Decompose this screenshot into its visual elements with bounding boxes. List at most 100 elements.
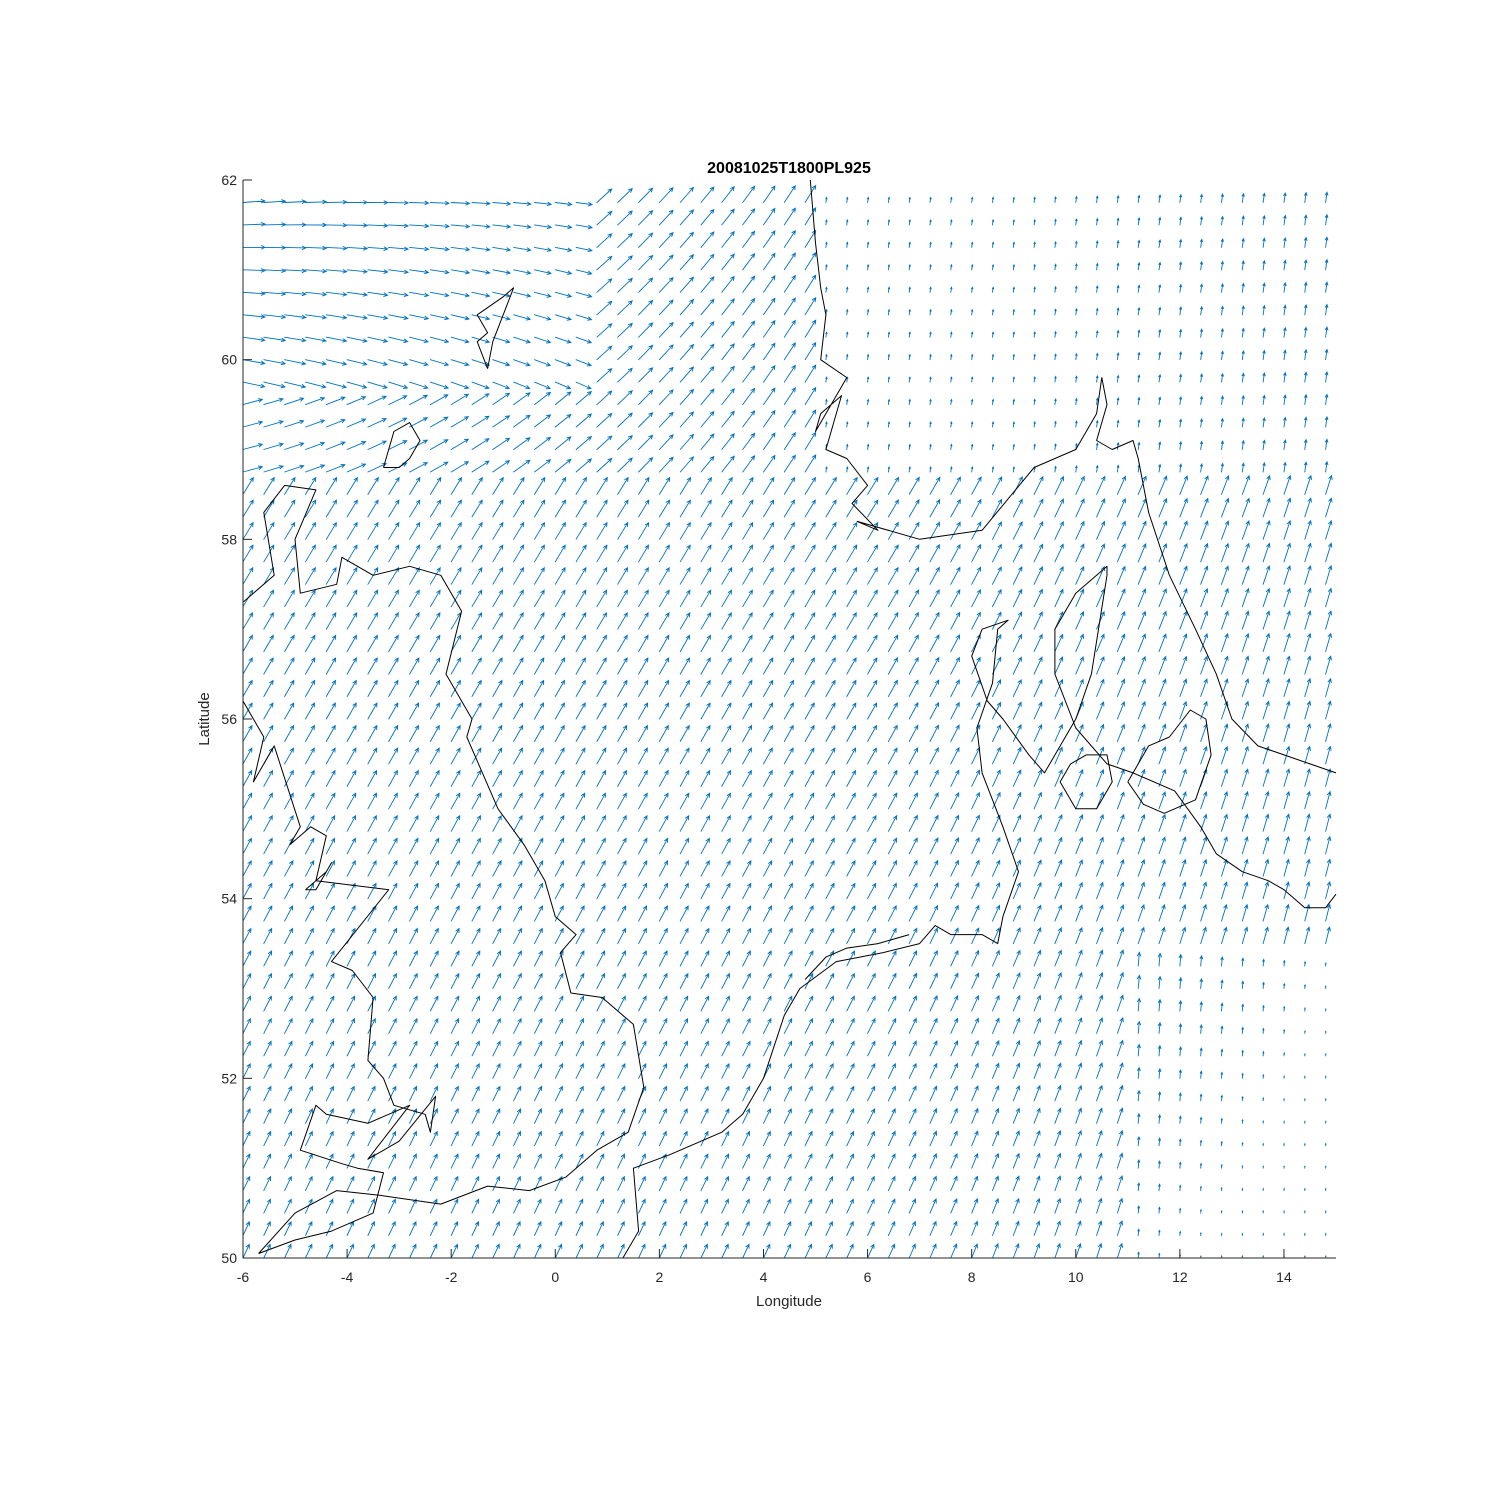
wind-vector-arrow (513, 972, 522, 989)
wind-vector-arrow (908, 241, 911, 248)
wind-vector-arrow (596, 210, 613, 226)
wind-vector-arrow (513, 224, 532, 229)
wind-vector-arrow (700, 388, 715, 406)
wind-vector-arrow (263, 1220, 271, 1236)
wind-vector-arrow (242, 245, 267, 250)
wind-vector-arrow (1324, 348, 1329, 361)
wind-vector-arrow (1220, 1163, 1223, 1169)
wind-vector-arrow (887, 521, 899, 540)
wind-vector-arrow (763, 1085, 772, 1102)
wind-vector-arrow (534, 747, 544, 765)
wind-vector-arrow (887, 1243, 896, 1259)
wind-vector-arrow (305, 837, 315, 855)
wind-vector-arrow (1033, 791, 1042, 810)
wind-vector-arrow (242, 521, 254, 540)
wind-vector-arrow (804, 882, 814, 900)
wind-vector-arrow (596, 566, 608, 585)
wind-vector-arrow (1096, 520, 1106, 540)
wind-vector-arrow (929, 634, 940, 653)
wind-vector-arrow (1095, 240, 1099, 248)
wind-vector-arrow (1054, 994, 1062, 1012)
wind-vector-arrow (346, 381, 368, 389)
wind-vector-arrow (867, 1153, 875, 1169)
wind-vector-arrow (263, 769, 273, 787)
wind-vector-arrow (846, 905, 856, 922)
wind-vector-arrow (1283, 1028, 1286, 1034)
wind-vector-arrow (804, 1085, 813, 1102)
wind-vector-arrow (367, 724, 378, 742)
wind-vector-arrow (367, 566, 379, 585)
wind-vector-arrow (1262, 790, 1270, 810)
wind-vector-arrow (908, 747, 919, 765)
wind-vector-arrow (1054, 588, 1064, 608)
wind-vector-arrow (658, 679, 670, 697)
wind-vector-arrow (1220, 1025, 1224, 1034)
wind-vector-arrow (554, 679, 566, 697)
wind-vector-arrow (492, 521, 504, 540)
coastline-orkney (383, 422, 421, 468)
wind-vector-arrow (866, 398, 870, 406)
wind-vector-arrow (492, 1062, 501, 1079)
coastline-shetland (476, 287, 515, 369)
wind-vector-arrow (554, 859, 564, 877)
wind-vector-arrow (887, 218, 890, 226)
wind-vector-arrow (825, 589, 837, 608)
wind-vector-arrow (1241, 349, 1245, 361)
wind-vector-arrow (325, 882, 335, 900)
wind-vector-arrow (887, 882, 897, 900)
wind-vector-arrow (721, 702, 732, 720)
wind-vector-arrow (492, 544, 504, 563)
wind-vector-arrow (867, 679, 878, 697)
wind-vector-arrow (388, 657, 399, 675)
wind-vector-arrow (1054, 656, 1064, 675)
wind-vector-arrow (638, 322, 654, 338)
wind-vector-arrow (284, 521, 296, 540)
wind-vector-arrow (242, 702, 253, 720)
wind-vector-arrow (263, 442, 284, 450)
wind-vector-arrow (1325, 926, 1331, 945)
wind-vector-arrow (1158, 881, 1166, 900)
wind-vector-arrow (1200, 881, 1207, 900)
wind-vector-arrow (1075, 218, 1078, 226)
wind-vector-arrow (846, 521, 858, 540)
wind-vector-arrow (658, 321, 674, 338)
wind-vector-arrow (783, 1243, 792, 1259)
wind-vector-arrow (263, 679, 274, 697)
wind-vector-arrow (1221, 836, 1228, 855)
wind-vector-arrow (825, 814, 835, 832)
wind-vector-arrow (429, 499, 442, 518)
wind-vector-arrow (617, 724, 628, 742)
wind-vector-arrow (763, 499, 775, 518)
wind-vector-arrow (1304, 542, 1312, 563)
wind-vector-arrow (700, 814, 710, 832)
wind-vector-arrow (575, 435, 593, 450)
wind-vector-arrow (1054, 442, 1057, 450)
wind-vector-arrow (1304, 326, 1308, 338)
wind-vector-arrow (950, 1220, 958, 1236)
wind-vector-arrow (450, 393, 470, 406)
wind-vector-arrow (1262, 237, 1266, 248)
wind-vector-arrow (1283, 461, 1287, 473)
wind-vector-arrow (450, 927, 460, 945)
wind-vector-arrow (658, 521, 671, 540)
wind-vector-arrow (409, 1220, 417, 1236)
wind-vector-arrow (783, 950, 793, 967)
wind-vector-arrow (325, 769, 336, 787)
wind-vector-arrow (284, 499, 296, 518)
wind-vector-arrow (1033, 398, 1036, 406)
wind-vector-arrow (575, 1220, 584, 1236)
wind-vector-arrow (783, 521, 795, 540)
wind-vector-arrow (534, 769, 544, 787)
wind-vector-arrow (887, 1220, 896, 1236)
wind-vector-arrow (617, 1108, 626, 1124)
wind-vector-arrow (575, 544, 587, 563)
wind-vector-arrow (700, 455, 715, 473)
wind-vector-arrow (1241, 520, 1250, 540)
wind-vector-arrow (1137, 194, 1141, 203)
wind-vector-arrow (367, 499, 379, 518)
wind-vector-arrow (700, 231, 715, 248)
wind-vector-arrow (1241, 1118, 1244, 1124)
wind-vector-arrow (658, 456, 674, 473)
wind-vector-arrow (866, 196, 870, 203)
wind-vector-arrow (887, 443, 890, 450)
